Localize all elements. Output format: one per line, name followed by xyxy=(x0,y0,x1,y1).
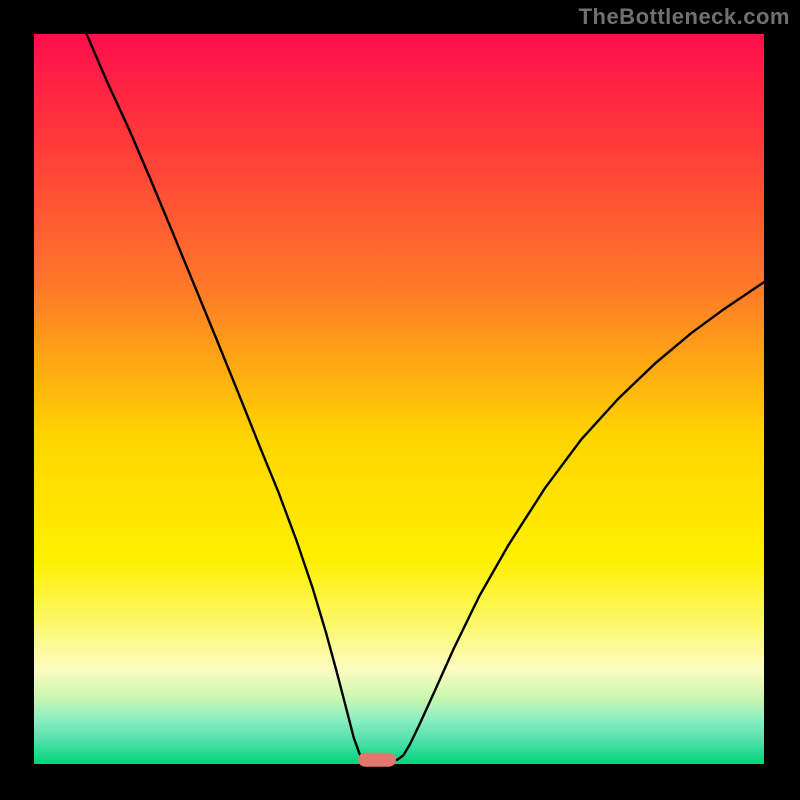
plot-svg xyxy=(34,34,764,764)
plot-area xyxy=(34,34,764,764)
gradient-background xyxy=(34,34,764,764)
optimum-marker xyxy=(358,752,396,767)
watermark-text: TheBottleneck.com xyxy=(579,4,790,30)
chart-frame: TheBottleneck.com xyxy=(0,0,800,800)
